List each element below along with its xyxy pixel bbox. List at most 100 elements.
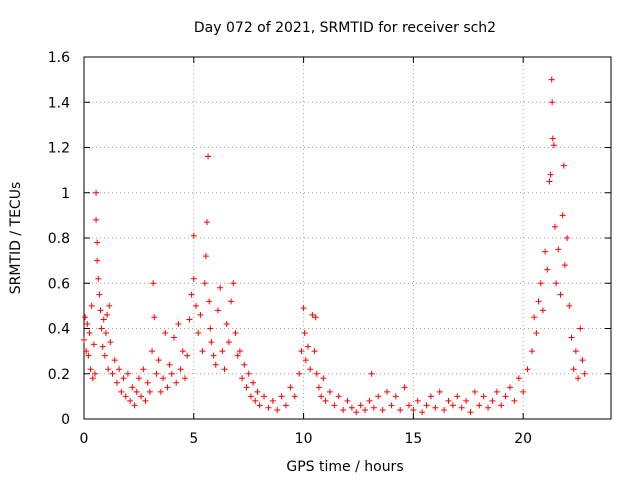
data-point: [315, 384, 322, 391]
data-point: [559, 212, 566, 219]
data-point: [520, 388, 527, 395]
data-point: [348, 404, 355, 411]
x-tick-label: 10: [295, 431, 313, 447]
data-point: [104, 311, 111, 318]
data-point: [557, 291, 564, 298]
data-point: [552, 223, 559, 230]
data-point: [548, 76, 555, 83]
data-point: [384, 388, 391, 395]
data-point: [190, 275, 197, 282]
data-point: [86, 330, 93, 337]
data-point: [561, 262, 568, 269]
y-tick-label: 1.2: [48, 141, 70, 157]
data-point: [106, 302, 113, 309]
data-point: [544, 266, 551, 273]
x-tick-label: 0: [80, 431, 89, 447]
data-point: [100, 316, 107, 323]
data-point: [498, 402, 505, 409]
data-point: [118, 388, 125, 395]
data-point: [493, 388, 500, 395]
data-point: [239, 375, 246, 382]
data-point: [232, 330, 239, 337]
data-point: [533, 330, 540, 337]
data-point: [105, 366, 112, 373]
data-point: [168, 370, 175, 377]
data-point: [357, 402, 364, 409]
y-tick-label: 0.4: [48, 322, 70, 338]
data-point: [555, 246, 562, 253]
data-point: [182, 375, 189, 382]
data-point: [151, 314, 158, 321]
data-point: [93, 216, 100, 223]
data-point: [197, 311, 204, 318]
data-point: [203, 219, 210, 226]
data-point: [401, 384, 408, 391]
data-point: [99, 343, 106, 350]
data-point: [113, 379, 120, 386]
data-point: [85, 352, 92, 359]
data-point: [135, 375, 142, 382]
data-point: [506, 384, 513, 391]
y-tick-label: 1.6: [48, 50, 70, 66]
data-point: [564, 235, 571, 241]
data-point: [524, 366, 531, 373]
data-point: [171, 334, 178, 341]
x-tick-label: 5: [189, 431, 198, 447]
data-point: [150, 280, 157, 287]
data-point: [427, 393, 434, 400]
data-point: [304, 343, 311, 350]
data-point: [210, 352, 217, 359]
data-point: [214, 307, 221, 314]
data-point: [419, 409, 426, 416]
data-point: [82, 314, 89, 321]
data-point: [546, 178, 553, 185]
data-point: [368, 370, 375, 377]
data-point: [93, 189, 100, 196]
data-point: [278, 393, 285, 400]
data-point: [476, 402, 483, 409]
data-point: [107, 339, 114, 346]
data-point: [88, 302, 95, 309]
data-point: [160, 375, 167, 382]
data-point: [261, 393, 268, 400]
data-point: [250, 379, 257, 386]
data-point: [467, 409, 474, 416]
data-point: [217, 284, 224, 291]
data-point: [397, 406, 404, 413]
data-point: [157, 388, 164, 395]
data-point: [230, 280, 237, 287]
data-point: [454, 393, 461, 400]
data-point: [256, 402, 263, 409]
data-point: [570, 366, 577, 373]
data-point: [186, 316, 193, 323]
data-point: [309, 311, 316, 318]
data-point: [566, 302, 573, 309]
data-point: [207, 325, 214, 332]
data-point: [206, 298, 213, 305]
data-point: [370, 404, 377, 411]
data-point: [179, 348, 186, 355]
data-point: [436, 388, 443, 395]
data-point: [301, 330, 308, 337]
data-point: [127, 397, 134, 404]
data-point: [84, 320, 91, 327]
data-point: [579, 357, 586, 364]
data-point: [81, 336, 87, 343]
data-point: [441, 406, 448, 413]
data-point: [142, 397, 149, 404]
data-point: [162, 330, 169, 337]
data-point: [379, 406, 386, 413]
data-point: [392, 393, 399, 400]
data-point: [144, 379, 151, 386]
data-point: [296, 370, 303, 377]
data-point: [205, 153, 212, 160]
x-tick-label: 15: [404, 431, 422, 447]
data-point: [366, 397, 373, 404]
data-point: [164, 384, 171, 391]
data-point: [225, 339, 232, 346]
data-point: [269, 397, 276, 404]
y-tick-label: 0.6: [48, 276, 70, 292]
plot-frame: [83, 56, 612, 420]
data-point: [502, 393, 509, 400]
